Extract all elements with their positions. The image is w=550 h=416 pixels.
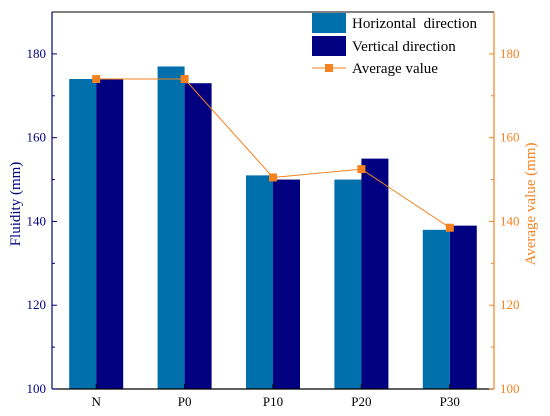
bar-vertical-N — [96, 79, 124, 390]
tick-labels: 100 120 140 160 180 100 120 140 160 180 N P0 P10 P20 P… — [27, 46, 520, 409]
y-tick-label-left: 100 — [27, 381, 47, 396]
legend-swatch-horizontal — [312, 13, 346, 33]
average-marker-P20 — [357, 165, 366, 174]
x-tick-label-P10: P10 — [263, 394, 283, 409]
x-tick-label-P30: P30 — [440, 394, 460, 409]
axes — [51, 11, 495, 390]
bar-horizontal-P30 — [422, 229, 450, 389]
bar-vertical-P30 — [449, 225, 477, 389]
average-marker-P30 — [445, 223, 454, 232]
legend: Horizontal direction Vertical direction … — [312, 13, 477, 77]
y-tick-label-left: 120 — [27, 297, 47, 312]
legend-label-vertical: Vertical direction — [352, 39, 456, 55]
y-axis-label-left: Fluidity (mm) — [8, 162, 24, 247]
y-tick-label-left: 160 — [27, 130, 47, 145]
legend-label-horizontal: Horizontal direction — [352, 16, 477, 32]
legend-label-average: Average value — [352, 61, 438, 77]
x-tick-label-P0: P0 — [178, 394, 192, 409]
x-tick-label-N: N — [92, 394, 102, 409]
y-tick-label-right: 140 — [500, 213, 520, 228]
horizontal-bars — [69, 66, 450, 390]
bar-horizontal-P0 — [157, 66, 185, 389]
y-tick-label-right: 100 — [500, 381, 520, 396]
y-axis-label-right: Average value (mm) — [523, 142, 539, 265]
bar-vertical-P20 — [361, 158, 389, 389]
y-tick-label-right: 160 — [500, 130, 520, 145]
y-tick-label-left: 180 — [27, 46, 47, 61]
average-marker-N — [92, 75, 101, 84]
x-tick-label-P20: P20 — [351, 394, 371, 409]
bar-vertical-P0 — [184, 83, 212, 389]
bar-horizontal-N — [69, 79, 97, 390]
vertical-bars — [96, 79, 477, 390]
bar-horizontal-P20 — [334, 179, 362, 389]
bar-vertical-P10 — [273, 179, 300, 389]
bar-horizontal-P10 — [246, 175, 273, 389]
legend-swatch-average-marker — [325, 64, 333, 72]
legend-swatch-vertical — [312, 36, 346, 56]
average-line — [92, 75, 454, 232]
average-marker-P0 — [180, 75, 189, 84]
y-tick-label-right: 180 — [500, 46, 520, 61]
y-tick-label-right: 120 — [500, 297, 520, 312]
y-tick-label-left: 140 — [27, 213, 47, 228]
average-marker-P10 — [269, 173, 277, 182]
